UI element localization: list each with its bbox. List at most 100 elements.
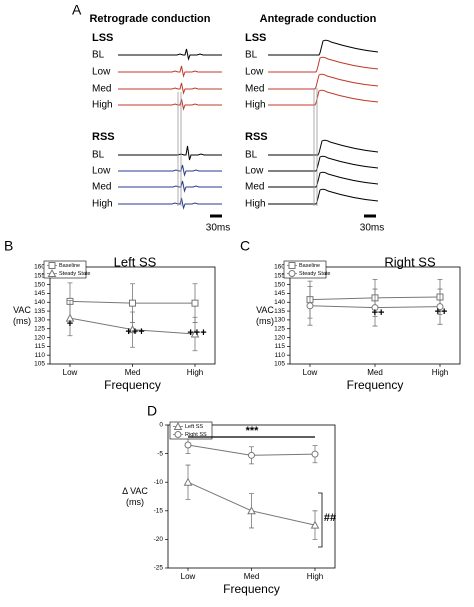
y-axis-label: (ms) [256,316,274,326]
trace [268,73,379,90]
x-tick-label: Low [303,368,318,377]
chart-title: Right SS [384,254,436,269]
x-tick-label: High [187,368,203,377]
annotation: ## [324,512,336,524]
legend-label: Baseline [59,263,80,269]
annotation: ++ [435,306,448,318]
y-tick-label: 110 [35,352,46,359]
y-tick-label: 150 [34,281,45,288]
scale-label: 30ms [206,223,230,234]
y-tick-label: 120 [274,334,285,341]
panel-label: B [4,238,13,254]
legend-label: Baseline [299,263,320,269]
data-point [183,477,193,486]
row-label: BL [92,50,105,61]
legend-label: Right SS [185,432,207,438]
data-point [128,325,137,334]
y-tick-label: 130 [34,317,45,324]
data-point [436,303,444,311]
group-label: RSS [92,131,115,143]
group-label: LSS [92,32,113,44]
legend-marker [173,421,183,430]
chart-title: Left SS [114,254,157,269]
y-tick-label: 125 [34,325,45,332]
y-tick-label: 115 [35,343,46,350]
legend-marker [174,431,182,438]
data-point [190,329,200,338]
x-tick-label: High [307,572,323,581]
row-label: Med [92,182,111,193]
y-axis-label: (ms) [126,497,144,507]
data-point [311,450,319,458]
legend-label: Steady State [299,271,331,277]
panel-label: C [240,238,250,254]
y-tick-label: 160 [274,264,285,271]
row-label: High [92,199,113,210]
trace [268,155,379,172]
row-label: BL [245,150,258,161]
row-label: Med [92,84,111,95]
annotation: ++ [372,307,385,319]
trace [118,180,222,193]
legend-label: Steady State [59,271,91,277]
row-label: High [245,199,266,210]
y-tick-label: -15 [154,508,164,515]
data-point [310,520,320,529]
x-tick-label: Low [63,368,78,377]
legend-marker [288,262,296,269]
legend-marker [47,268,57,277]
annotation: + [67,318,73,330]
data-point [371,304,379,312]
trace [268,39,379,56]
annotation: +++ [125,326,144,338]
trace [118,98,222,111]
y-axis-label: VAC [13,305,31,315]
data-point [248,451,255,459]
y-tick-label: 0 [159,422,163,429]
y-axis-label: VAC [256,305,274,315]
data-point [65,313,75,322]
trace [268,171,379,188]
y-axis-label: Δ VAC [122,486,148,496]
trace [118,164,222,177]
group-label: LSS [245,32,266,44]
legend-marker [48,262,56,269]
data-point [184,441,192,449]
trace [268,56,379,73]
y-tick-label: -20 [154,536,164,543]
trace [268,139,379,156]
y-tick-label: 140 [274,299,285,306]
y-tick-label: 155 [274,273,285,280]
row-label: Med [245,84,264,95]
x-axis-label: Frequency [223,582,280,596]
row-label: BL [92,150,105,161]
row-label: BL [245,50,258,61]
data-point [191,299,199,307]
data-point [306,302,314,310]
column-title: Antegrade conduction [260,13,377,25]
y-tick-label: 125 [274,325,285,332]
y-tick-label: -5 [157,450,163,457]
row-label: Low [92,67,111,78]
x-axis-label: Frequency [347,378,404,392]
row-label: High [245,100,266,111]
row-label: Med [245,182,264,193]
y-tick-label: 135 [34,308,45,315]
scale-label: 30ms [360,223,384,234]
y-tick-label: -25 [154,565,164,572]
row-label: Low [245,67,264,78]
y-tick-label: -10 [154,479,164,486]
annotation: +++ [187,327,206,339]
trace [118,82,222,95]
x-axis-label: Frequency [104,378,161,392]
trace [118,197,222,210]
legend-marker [288,270,296,277]
panel-label: D [147,403,157,419]
row-label: Low [92,166,111,177]
y-tick-label: 115 [275,343,286,350]
data-point [247,506,256,515]
y-tick-label: 135 [274,308,285,315]
y-tick-label: 105 [34,361,45,368]
group-label: RSS [245,131,268,143]
